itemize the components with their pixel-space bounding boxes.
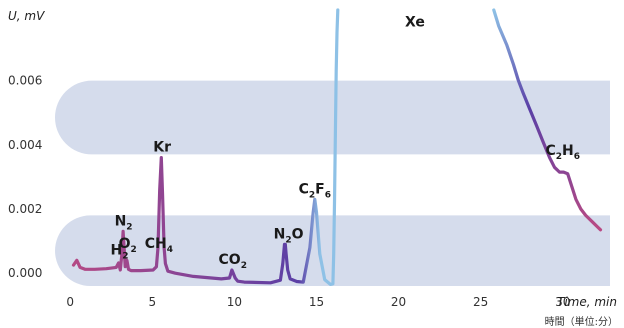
peak-labels: H2 N2 O2 CH4 Kr CO2 N2O C2F6 Xe C2H6	[110, 14, 580, 270]
peak-label-4: Kr	[153, 140, 171, 156]
x-tick-label-3: 15	[309, 295, 324, 309]
y-tick-label-2: 0.004	[8, 138, 42, 152]
peak-label-3: CH4	[145, 236, 173, 255]
x-axis-subtitle: 時間（単位:分）	[545, 315, 618, 328]
x-tick-label-2: 10	[227, 295, 242, 309]
background-band-1	[54, 80, 610, 155]
x-axis-title: Time, min	[557, 295, 617, 309]
y-tick-label-3: 0.006	[8, 74, 42, 88]
trace-lines	[71, 8, 603, 286]
x-tick-labels: 0 5 10 15 20 25 30	[66, 295, 570, 309]
x-tick-label-5: 25	[473, 295, 488, 309]
peak-label-8: Xe	[405, 14, 425, 30]
y-tick-label-1: 0.002	[8, 202, 42, 216]
peak-label-1: N2	[115, 213, 133, 232]
y-tick-labels: 0.000 0.002 0.004 0.006	[8, 74, 42, 281]
x-tick-label-6: 30	[555, 295, 570, 309]
peak-label-2: O2	[119, 236, 137, 255]
peak-label-0: H2	[110, 242, 128, 261]
y-tick-label-0: 0.000	[8, 266, 42, 280]
peak-label-5: CO2	[219, 252, 247, 271]
x-tick-label-1: 5	[148, 295, 156, 309]
trace-line-1	[492, 8, 603, 232]
peak-label-6: N2O	[274, 226, 304, 245]
trace-line-0	[71, 8, 340, 286]
peak-label-7: C2F6	[299, 181, 331, 200]
peak-label-9: C2H6	[545, 143, 580, 162]
x-tick-label-0: 0	[66, 295, 74, 309]
x-tick-label-4: 20	[391, 295, 406, 309]
y-axis-title: U, mV	[8, 9, 45, 23]
